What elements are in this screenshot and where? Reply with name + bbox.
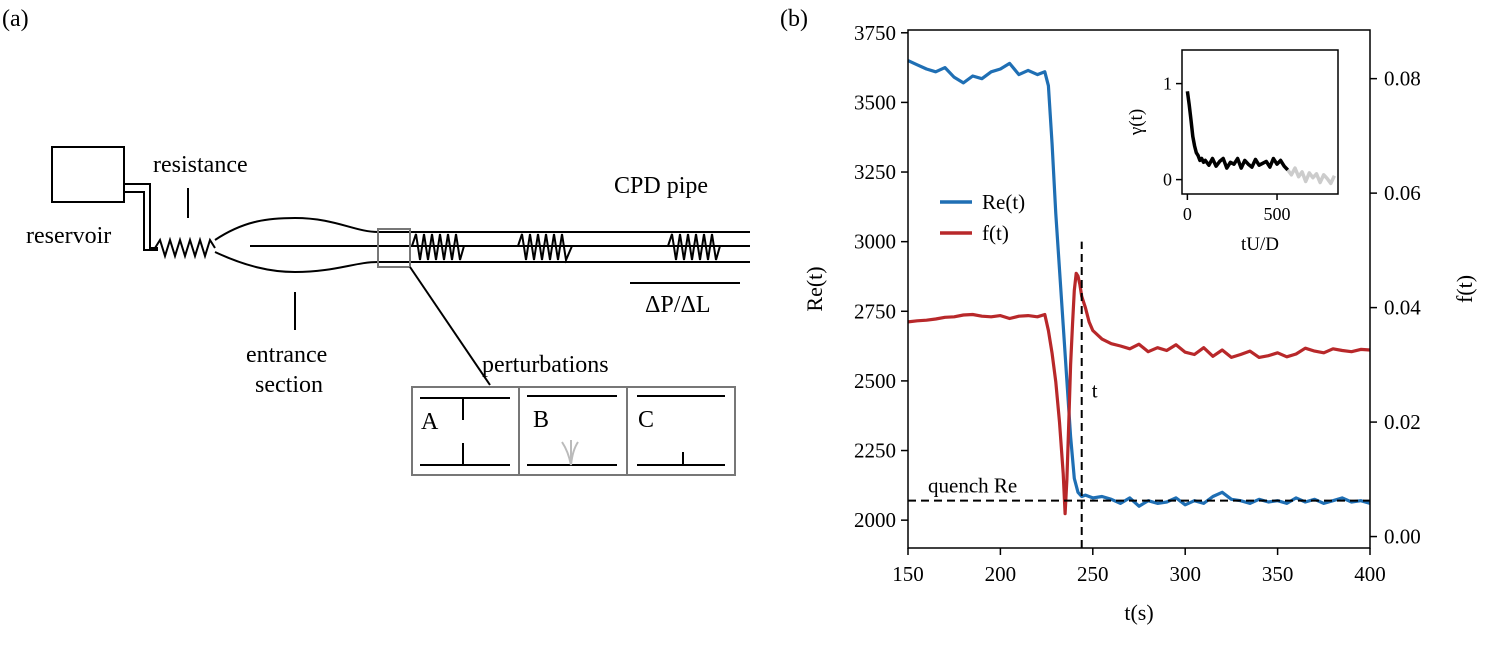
inset-y-axis-label: γ(t)	[1126, 109, 1147, 136]
y-tick-label: 2000	[854, 508, 896, 532]
inset-series-line-2	[1286, 166, 1336, 186]
y-axis-label: Re(t)	[802, 266, 827, 311]
inset-x-axis-label: tU/D	[1241, 234, 1279, 255]
y-right-tick-label: 0.06	[1384, 181, 1421, 205]
box-c-label: C	[638, 407, 654, 433]
t-marker-label: t	[1092, 379, 1098, 403]
perturbations-frame	[411, 386, 736, 476]
pipe-label: CPD pipe	[614, 173, 708, 199]
y-right-tick-label: 0.02	[1384, 410, 1421, 434]
quench-re-label: quench Re	[928, 474, 1017, 498]
x-tick-label: 400	[1354, 562, 1386, 586]
box-b-jet-plume	[561, 440, 579, 466]
x-tick-label: 300	[1169, 562, 1201, 586]
resistance-zigzag	[154, 236, 216, 260]
y-right-tick-label: 0.04	[1384, 296, 1421, 320]
box-b-label: B	[533, 407, 549, 433]
y-tick-label: 2750	[854, 299, 896, 323]
inset-x-tick-label: 500	[1264, 204, 1291, 224]
y-tick-label: 3750	[854, 21, 896, 45]
inset-y-tick-label: 1	[1163, 74, 1172, 94]
entrance-label-line2: section	[255, 372, 323, 398]
feed-tube-outer	[124, 183, 158, 249]
y-right-tick-label: 0.08	[1384, 67, 1421, 91]
zoom-highlight	[377, 228, 411, 268]
y-tick-label: 2250	[854, 439, 896, 463]
panel-b-label: (b)	[780, 6, 808, 32]
main-plot-frame	[907, 29, 1371, 549]
box-a-label: A	[421, 409, 439, 435]
y-tick-label: 2500	[854, 369, 896, 393]
x-tick-label: 150	[892, 562, 924, 586]
series-line-f	[907, 271, 1371, 516]
inset-y-tick-label: 0	[1163, 170, 1172, 190]
schematic-panel: (a) reservoir resistance entrance sectio…	[2, 6, 750, 476]
re-f-time-chart: (b) quench Re t 150 200 250 300 350 400 2000 2250…	[780, 6, 1477, 625]
entrance-top-wall	[214, 216, 379, 241]
x-axis-label: t(s)	[1124, 600, 1153, 625]
panel-a-label: (a)	[2, 6, 29, 32]
schematic-diagram: (a) reservoir resistance entrance sectio…	[2, 6, 750, 476]
pressure-gradient-label: ΔP/ΔL	[645, 292, 711, 318]
inset-frame	[1181, 49, 1339, 195]
y-right-tick-label: 0.00	[1384, 525, 1421, 549]
y-tick-label: 3250	[854, 160, 896, 184]
inset-x-tick-label: 0	[1183, 204, 1192, 224]
entrance-bottom-wall	[214, 251, 379, 274]
reservoir-box	[51, 146, 125, 203]
inset-plot-marks: 0 500 0 1 tU/D γ(t)	[1126, 49, 1339, 255]
main-plot-marks: quench Re t 150 200 250 300 350 400 2000 2250 2500…	[802, 21, 1477, 625]
legend-label: Re(t)	[982, 190, 1025, 214]
perturbations-label: perturbations	[482, 352, 609, 378]
chart-panel: (b) quench Re t 150 200 250 300 350 400 2000 2250…	[760, 0, 1495, 653]
x-tick-label: 250	[1077, 562, 1109, 586]
y-tick-label: 3000	[854, 230, 896, 254]
x-tick-label: 200	[985, 562, 1017, 586]
entrance-label-line1: entrance	[246, 342, 327, 368]
x-tick-label: 350	[1262, 562, 1294, 586]
series-line-re	[907, 59, 1371, 508]
zoom-leader-line	[409, 266, 491, 386]
puff-1	[411, 233, 465, 261]
legend-label: f(t)	[982, 221, 1009, 245]
resistance-label: resistance	[153, 152, 248, 178]
y-tick-label: 3500	[854, 90, 896, 114]
puff-3	[667, 233, 721, 261]
y-right-axis-label: f(t)	[1452, 275, 1477, 303]
reservoir-label: reservoir	[26, 223, 111, 249]
feed-tube-inner	[124, 191, 158, 251]
puff-2	[517, 233, 573, 264]
inset-series-line-1	[1185, 91, 1290, 172]
